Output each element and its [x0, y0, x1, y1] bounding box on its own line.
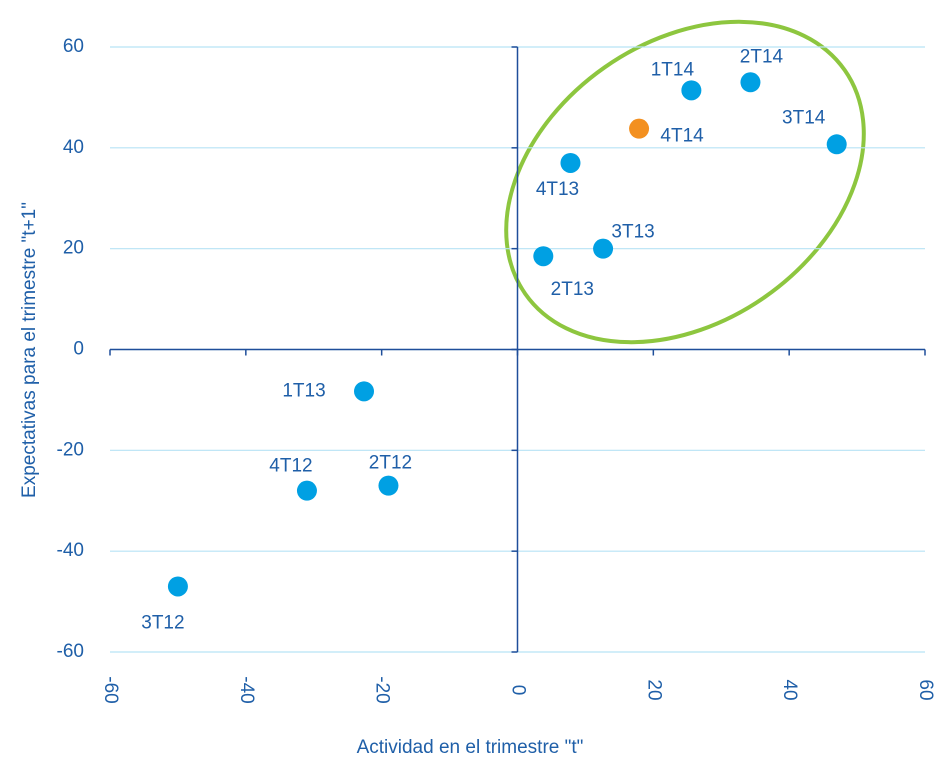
point: [681, 80, 702, 101]
point-label: 3T13: [611, 222, 654, 243]
point: [167, 576, 188, 597]
point: [826, 134, 847, 155]
point-label: 2T14: [740, 46, 784, 67]
y-tick-label: -20: [57, 439, 84, 460]
y-tick-label: 60: [63, 36, 84, 57]
point: [740, 72, 761, 93]
point-label: 2T13: [551, 279, 594, 300]
y-axis-title: Expectativas para el trimestre "t+1": [19, 202, 40, 498]
y-tick-label: 20: [63, 238, 84, 259]
point: [593, 238, 614, 259]
point-label: 1T14: [651, 59, 695, 80]
point: [560, 152, 581, 173]
x-tick-label: -20: [372, 676, 393, 703]
x-tick-label: 0: [507, 685, 528, 696]
x-axis-title: Actividad en el trimestre "t": [357, 737, 584, 758]
highlight-ellipse: [504, 19, 866, 345]
point-label: 3T12: [141, 612, 184, 633]
x-tick-label: -60: [100, 676, 121, 703]
point: [354, 381, 375, 402]
y-tick-label: -40: [57, 540, 84, 561]
point: [296, 480, 317, 501]
point-label: 3T14: [782, 107, 826, 128]
x-tick-label: 60: [915, 679, 936, 700]
point: [629, 118, 650, 139]
x-tick-label: 20: [643, 679, 664, 700]
y-tick-label: 0: [73, 339, 84, 360]
point-label: 4T14: [660, 126, 704, 147]
point: [533, 246, 554, 267]
y-tick-label: 40: [63, 137, 84, 158]
point-label: 4T13: [536, 179, 579, 200]
point-label: 4T12: [269, 456, 312, 477]
y-tick-label: -60: [57, 641, 84, 662]
x-tick-label: 40: [779, 679, 800, 700]
point: [378, 475, 399, 496]
point-label: 1T13: [282, 380, 325, 401]
x-tick-label: -40: [236, 676, 257, 703]
point-label: 2T12: [369, 453, 412, 474]
